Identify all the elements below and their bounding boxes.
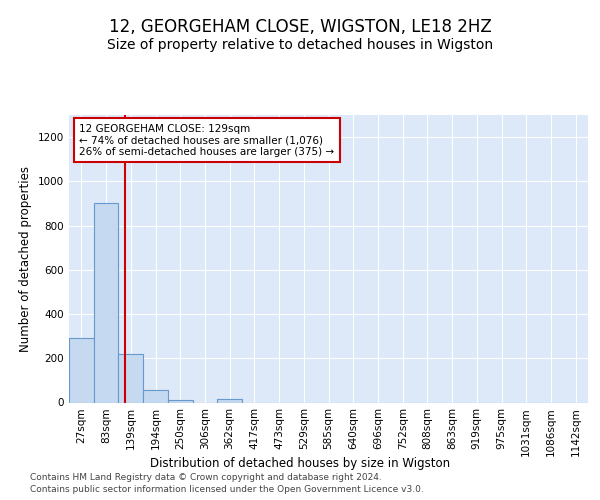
Text: Size of property relative to detached houses in Wigston: Size of property relative to detached ho…	[107, 38, 493, 52]
Text: 12 GEORGEHAM CLOSE: 129sqm
← 74% of detached houses are smaller (1,076)
26% of s: 12 GEORGEHAM CLOSE: 129sqm ← 74% of deta…	[79, 124, 335, 157]
Text: Contains public sector information licensed under the Open Government Licence v3: Contains public sector information licen…	[30, 485, 424, 494]
Text: 12, GEORGEHAM CLOSE, WIGSTON, LE18 2HZ: 12, GEORGEHAM CLOSE, WIGSTON, LE18 2HZ	[109, 18, 491, 36]
Y-axis label: Number of detached properties: Number of detached properties	[19, 166, 32, 352]
Bar	[168, 400, 193, 402]
Text: Contains HM Land Registry data © Crown copyright and database right 2024.: Contains HM Land Registry data © Crown c…	[30, 472, 382, 482]
Text: Distribution of detached houses by size in Wigston: Distribution of detached houses by size …	[150, 458, 450, 470]
Bar	[143, 390, 168, 402]
Bar	[69, 338, 94, 402]
Bar	[118, 354, 143, 403]
Bar	[217, 399, 242, 402]
Bar	[94, 204, 118, 402]
